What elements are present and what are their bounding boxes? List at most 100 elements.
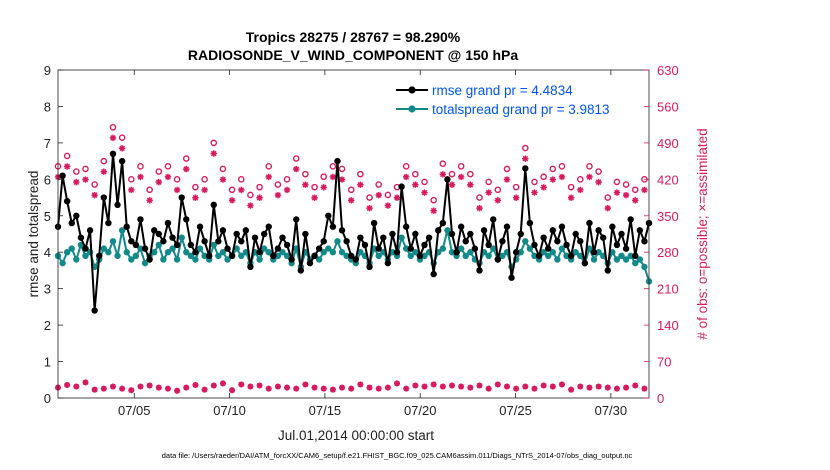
rmse-point: [375, 245, 382, 252]
rmse-point: [435, 227, 442, 234]
y-tick-label-left: 6: [44, 172, 51, 187]
totalspread-point: [63, 249, 71, 256]
obs-star-point: [348, 385, 355, 392]
obs-star-point: [238, 186, 245, 194]
obs-rejected-point: [293, 385, 300, 392]
obs-star-point: [632, 382, 639, 389]
totalspread-point: [641, 263, 648, 270]
totalspread-point: [522, 238, 529, 245]
rmse-point: [627, 216, 634, 223]
obs-rejected-point: [549, 383, 556, 390]
totalspread-point: [155, 241, 162, 249]
obs-possible-point: [576, 176, 584, 183]
rmse-point: [118, 157, 126, 165]
x-tick-label: 07/25: [499, 403, 532, 418]
obs-possible-point: [320, 173, 328, 181]
obs-rejected-point: [614, 385, 620, 392]
totalspread-point: [448, 249, 456, 256]
obs-rejected-point: [110, 383, 116, 390]
obs-rejected-point: [375, 385, 382, 392]
rmse-point: [224, 245, 231, 252]
obs-possible-point: [457, 163, 465, 170]
obs-star-point: [531, 189, 538, 196]
obs-star-point: [512, 194, 520, 201]
y-tick-label-left: 8: [44, 99, 51, 114]
totalspread-point: [490, 245, 497, 252]
totalspread-point: [256, 256, 263, 263]
obs-star-point: [604, 204, 611, 212]
rmse-point: [476, 267, 483, 274]
legend-rmse-label: rmse grand pr = 4.4834: [432, 83, 573, 98]
obs-possible-point: [164, 163, 172, 170]
obs-possible-point: [118, 134, 126, 141]
obs-star-point: [430, 207, 437, 214]
obs-rejected-point: [91, 386, 98, 393]
rmse-point: [512, 249, 520, 256]
rmse-point: [535, 252, 543, 260]
obs-star-point: [293, 165, 300, 173]
obs-possible-point: [192, 183, 199, 191]
obs-star-point: [485, 189, 492, 196]
rmse-point: [609, 223, 616, 230]
totalspread-point: [178, 234, 185, 241]
rmse-point: [595, 227, 602, 234]
rmse-point: [311, 252, 318, 260]
rmse-point: [343, 238, 350, 245]
obs-possible-point: [237, 176, 245, 183]
obs-star-point: [412, 181, 419, 188]
obs-possible-point: [247, 191, 254, 199]
totalspread-point: [105, 249, 112, 256]
totalspread-point: [279, 249, 286, 256]
totalspread-point: [531, 252, 538, 260]
obs-rejected-point: [339, 384, 345, 391]
obs-rejected-point: [165, 385, 171, 392]
rmse-point: [380, 234, 387, 241]
totalspread-point: [398, 234, 405, 241]
obs-star-point: [568, 386, 575, 393]
rmse-point: [187, 241, 195, 249]
totalspread-point: [109, 238, 117, 245]
rmse-point: [201, 238, 208, 245]
obs-rejected-point: [467, 384, 474, 391]
obs-star-point: [430, 381, 437, 388]
obs-star-point: [128, 186, 135, 194]
totalspread-point: [160, 256, 167, 263]
totalspread-point: [224, 256, 231, 263]
rmse-point: [215, 238, 222, 245]
obs-rejected-point: [210, 382, 217, 389]
obs-rejected-point: [155, 384, 162, 391]
totalspread-point: [183, 249, 190, 256]
y-tick-label-left: 9: [44, 63, 51, 78]
rmse-point: [164, 219, 172, 227]
rmse-point: [586, 219, 593, 227]
obs-rejected-point: [504, 383, 510, 390]
rmse-point: [485, 241, 492, 249]
rmse-point: [384, 259, 392, 267]
obs-star-point: [146, 197, 153, 204]
obs-rejected-point: [73, 383, 80, 390]
rmse-point: [494, 256, 502, 263]
totalspread-point: [283, 252, 291, 260]
totalspread-point: [100, 245, 108, 252]
obs-rejected-point: [192, 382, 199, 388]
x-tick-label: 07/20: [404, 403, 437, 418]
obs-star-point: [458, 383, 465, 390]
rmse-point: [480, 227, 488, 234]
obs-possible-point: [604, 194, 612, 201]
obs-star-point: [586, 173, 593, 181]
obs-star-point: [192, 194, 199, 201]
obs-star-point: [439, 171, 447, 178]
rmse-point: [315, 245, 323, 252]
obs-star-point: [641, 186, 648, 194]
totalspread-point: [329, 249, 337, 256]
totalspread-point: [572, 249, 579, 256]
obs-star-point: [366, 384, 373, 391]
obs-rejected-point: [146, 382, 153, 389]
obs-star-point: [219, 176, 227, 183]
totalspread-point: [260, 245, 268, 252]
totalspread-point: [563, 252, 570, 260]
legend-spread-label: totalspread grand pr = 3.9813: [432, 102, 610, 117]
obs-star-point: [467, 384, 474, 391]
y-tick-label-right: 210: [657, 282, 679, 297]
rmse-point: [59, 172, 66, 179]
